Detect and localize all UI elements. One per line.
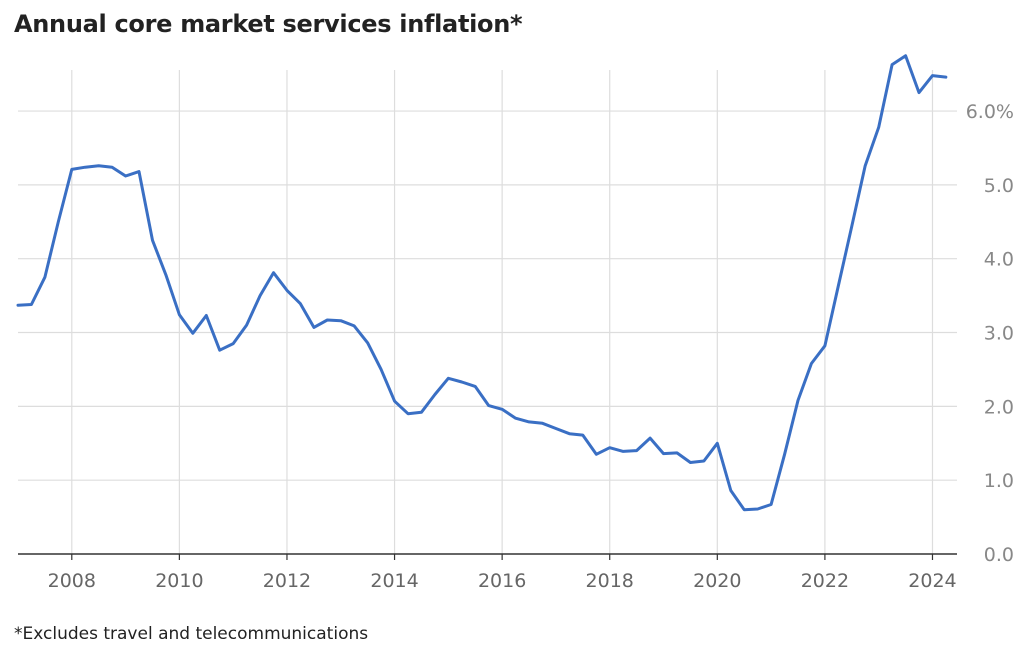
- chart-title: Annual core market services inflation*: [14, 10, 523, 38]
- x-tick-label: 2020: [693, 570, 741, 592]
- footnote: *Excludes travel and telecommunications: [14, 624, 369, 644]
- series-line: [16, 54, 948, 512]
- x-tick-label: 2012: [263, 570, 311, 592]
- x-tick-label: 2014: [370, 570, 418, 592]
- x-tick-label: 2010: [155, 570, 203, 592]
- y-tick-label: 4.0: [984, 249, 1014, 271]
- x-axis-ticks: 2008 2010 2012 2014 2016 2018 2020 2022 2024: [48, 554, 957, 592]
- x-tick-label: 2008: [48, 570, 96, 592]
- y-tick-label: 6.0%: [966, 101, 1014, 123]
- vertical-gridlines: [71, 70, 934, 554]
- y-tick-label: 5.0: [984, 175, 1014, 197]
- y-tick-label: 1.0: [984, 470, 1014, 492]
- y-tick-label: 2.0: [984, 396, 1014, 418]
- x-tick-label: 2024: [908, 570, 956, 592]
- x-tick-label: 2016: [478, 570, 526, 592]
- y-tick-label: 0.0: [984, 544, 1014, 566]
- y-tick-label: 3.0: [984, 323, 1014, 345]
- x-tick-label: 2018: [586, 570, 634, 592]
- y-axis-ticks: 0.0 1.0 2.0 3.0 4.0 5.0 6.0%: [966, 101, 1014, 566]
- x-tick-label: 2022: [801, 570, 849, 592]
- horizontal-gridlines: [18, 110, 957, 481]
